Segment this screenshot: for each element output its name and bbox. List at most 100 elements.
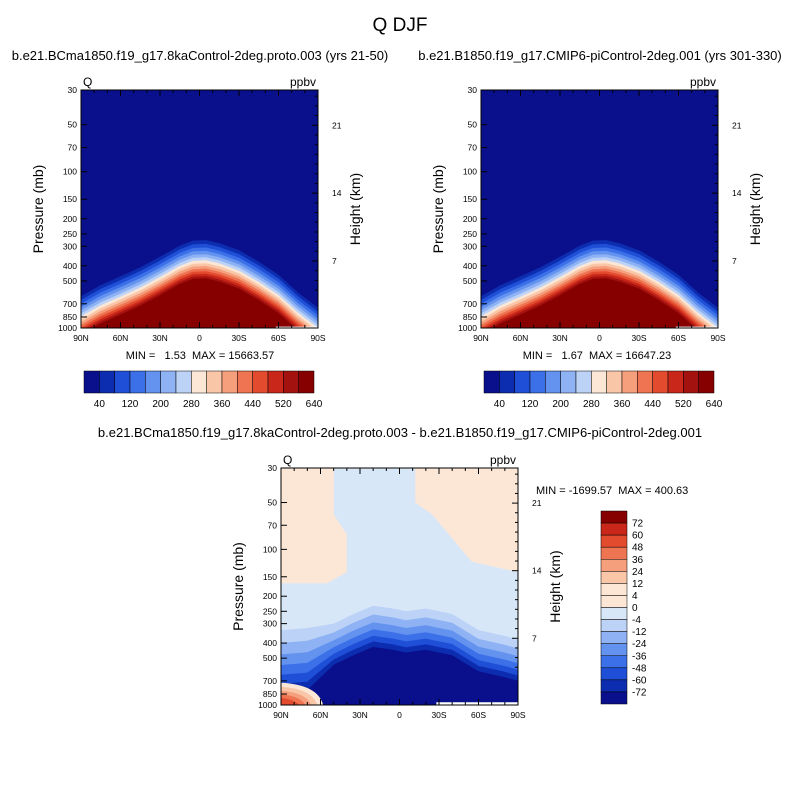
colorbar-label: 48 <box>632 543 644 554</box>
y-axis-title: Pressure (mb) <box>30 165 46 254</box>
x-tick-label: 90N <box>473 333 489 343</box>
colorbar-swatch <box>600 679 628 693</box>
colorbar-swatch <box>145 370 161 394</box>
x-tick-label: 90N <box>273 710 289 720</box>
y-tick-label: 1000 <box>58 323 77 333</box>
x-tick-label: 0 <box>597 333 602 343</box>
colorbar-swatch <box>267 370 284 394</box>
y-tick-label: 200 <box>263 591 277 601</box>
y-tick-label: 150 <box>263 572 277 582</box>
colorbar-swatch <box>600 583 628 596</box>
colorbar-label: 440 <box>644 399 661 410</box>
y-tick-label: 850 <box>463 312 477 322</box>
colorbar-swatch <box>129 370 146 394</box>
colorbar-swatch <box>283 370 299 394</box>
missing-data <box>675 326 718 328</box>
colorbar-label: 520 <box>275 399 292 410</box>
colorbar-swatch <box>600 546 628 560</box>
height-tick-label: 21 <box>732 120 742 130</box>
colorbar-swatch <box>191 370 207 394</box>
colorbar: 40 120 200 280 360 440 520 640 <box>483 370 723 410</box>
y-axis-title-right: Height (km) <box>347 173 363 245</box>
y-tick-label: 50 <box>268 498 278 508</box>
x-tick-label: 0 <box>397 710 402 720</box>
colorbar-label: 120 <box>122 399 139 410</box>
colorbar-label: 520 <box>675 399 692 410</box>
y-axis-title: Pressure (mb) <box>430 165 446 254</box>
y-tick-label: 30 <box>268 463 278 473</box>
colorbar-swatch <box>600 534 628 548</box>
y-tick-label: 500 <box>263 653 277 663</box>
colorbar-swatch <box>600 631 628 644</box>
x-tick-label: 30S <box>431 710 446 720</box>
colorbar-swatch <box>591 370 607 394</box>
colorbar-swatch <box>600 655 628 669</box>
colorbar-swatch <box>545 370 561 394</box>
colorbar-label: 200 <box>552 399 569 410</box>
colorbar-label: 360 <box>614 399 631 410</box>
colorbar-swatch <box>683 370 699 394</box>
colorbar-label: 440 <box>244 399 261 410</box>
colorbar-swatch <box>83 370 100 394</box>
y-tick-label: 850 <box>63 312 77 322</box>
units-label: ppbv <box>290 75 316 89</box>
y-tick-label: 1000 <box>458 323 477 333</box>
panel-title: b.e21.BCma1850.f19_g17.8kaControl-2deg.p… <box>12 48 389 63</box>
colorbar-label: 24 <box>632 567 644 578</box>
y-axis-title-right: Height (km) <box>747 173 763 245</box>
colorbar-swatch <box>175 370 192 394</box>
x-tick-label: 30N <box>552 333 568 343</box>
y-tick-label: 30 <box>468 85 478 95</box>
colorbar-swatch <box>600 510 628 524</box>
colorbar-swatch <box>600 667 628 681</box>
x-tick-label: 30S <box>231 333 246 343</box>
colorbar-label: -60 <box>632 675 647 686</box>
y-tick-label: 700 <box>63 299 77 309</box>
x-tick-label: 0 <box>197 333 202 343</box>
y-tick-label: 400 <box>263 638 277 648</box>
colorbar-label: -48 <box>632 663 647 674</box>
min-max-label: MIN = 1.67 MAX = 16647.23 <box>523 350 672 362</box>
colorbar-label: 120 <box>522 399 539 410</box>
colorbar-label: 40 <box>494 399 506 410</box>
y-tick-label: 850 <box>263 689 277 699</box>
height-tick-label: 21 <box>532 498 542 508</box>
colorbar-label: 60 <box>632 531 644 542</box>
missing-data <box>275 326 318 328</box>
field-band <box>281 697 300 705</box>
colorbar-label: -24 <box>632 639 647 650</box>
y-tick-label: 200 <box>463 214 477 224</box>
colorbar-swatch <box>483 370 500 394</box>
x-tick-label: 60N <box>113 333 129 343</box>
units-label: ppbv <box>490 453 516 467</box>
colorbar-swatch <box>160 370 177 394</box>
colorbar-label: 40 <box>94 399 106 410</box>
field-layers <box>281 468 518 705</box>
colorbar-label: 4 <box>632 591 638 602</box>
y-tick-label: 150 <box>463 194 477 204</box>
colorbar-swatch <box>600 559 628 572</box>
colorbar-label: 280 <box>183 399 200 410</box>
y-tick-label: 1000 <box>258 700 277 710</box>
colorbar-swatch <box>637 370 653 394</box>
figure-title: Q DJF <box>373 15 428 36</box>
colorbar-label: -12 <box>632 627 647 638</box>
y-tick-label: 500 <box>463 276 477 286</box>
x-tick-label: 90N <box>73 333 89 343</box>
missing-data <box>436 702 518 705</box>
y-tick-label: 70 <box>468 143 478 153</box>
y-tick-label: 50 <box>68 120 78 130</box>
colorbar-swatch <box>698 370 715 394</box>
y-tick-label: 400 <box>63 261 77 271</box>
colorbar-label: 280 <box>583 399 600 410</box>
colorbar-label: 12 <box>632 579 644 590</box>
colorbar-label: 640 <box>706 399 723 410</box>
field-layers <box>481 90 718 328</box>
y-tick-label: 300 <box>463 241 477 251</box>
colorbar-swatch <box>606 370 623 394</box>
colorbar-swatch <box>221 370 238 394</box>
field-band <box>281 646 518 705</box>
x-tick-label: 90S <box>510 710 525 720</box>
